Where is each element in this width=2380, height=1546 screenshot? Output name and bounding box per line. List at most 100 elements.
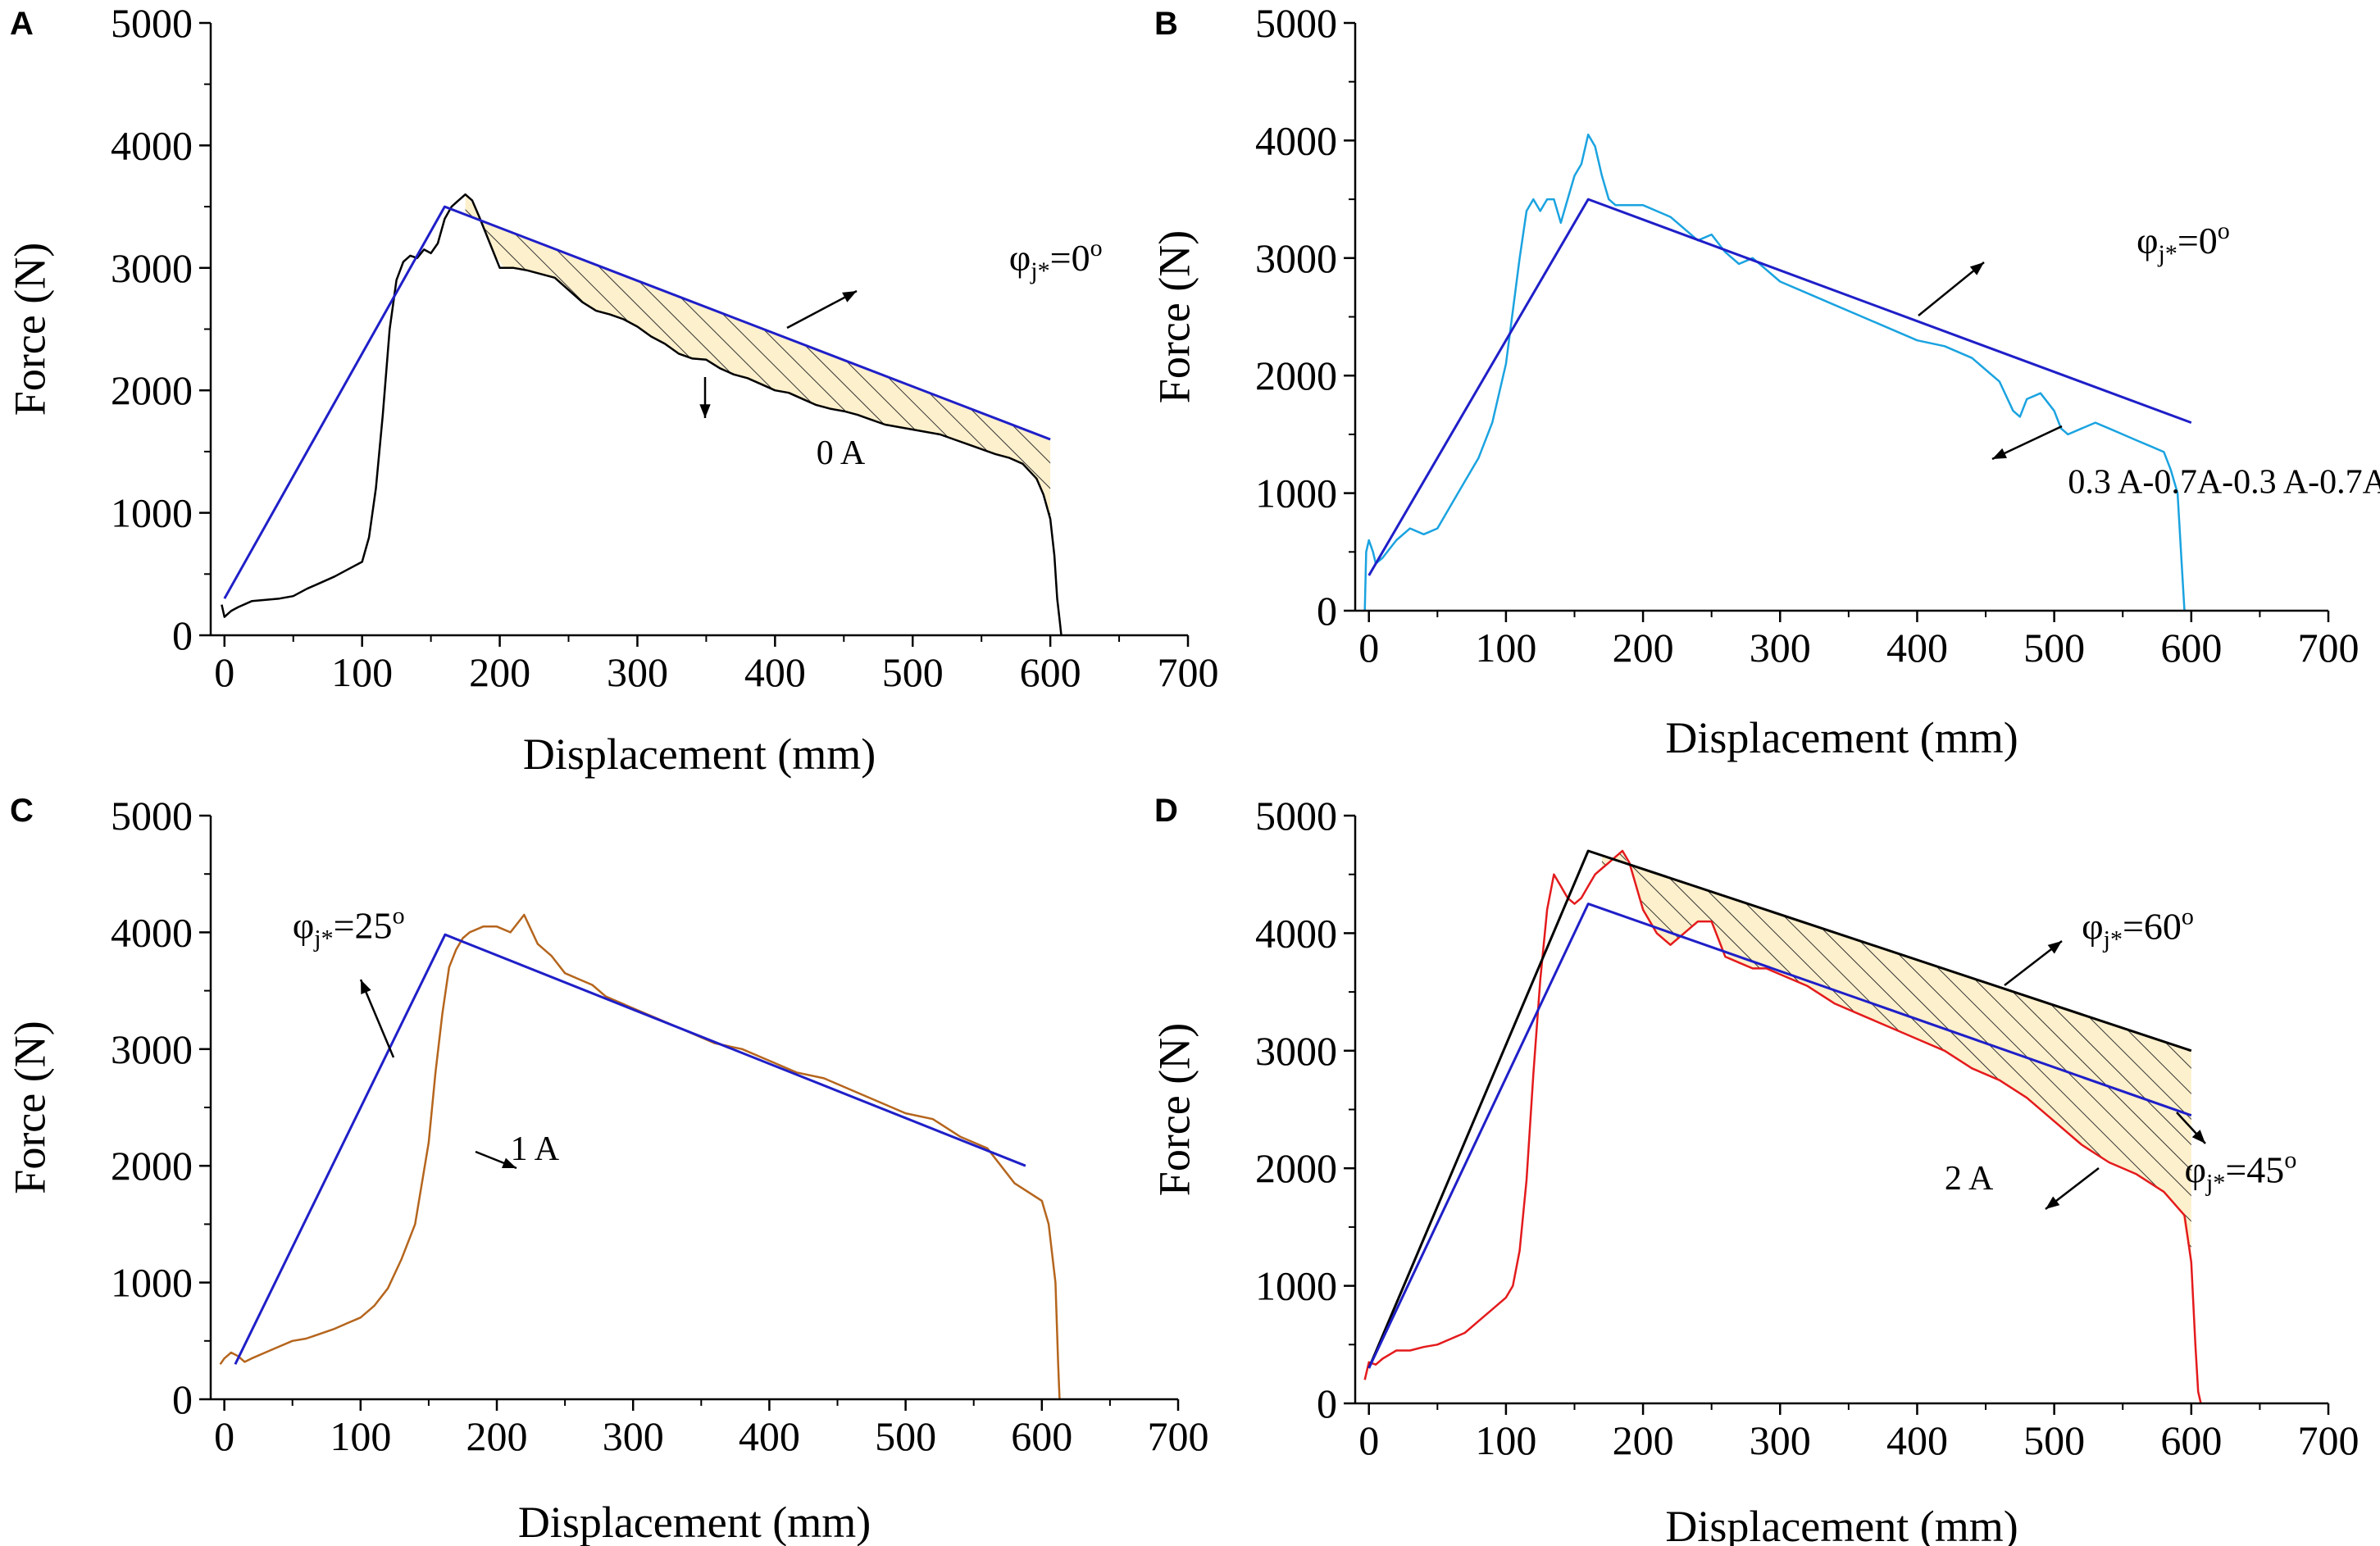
x-tick-label: 700: [1158, 649, 1219, 695]
x-tick-label: 200: [466, 1413, 528, 1459]
x-tick-label: 500: [875, 1413, 936, 1459]
y-tick-label: 4000: [111, 122, 193, 168]
y-tick-label: 4000: [1255, 117, 1337, 163]
y-tick-label: 3000: [111, 245, 193, 291]
y-tick-label: 1000: [1255, 1263, 1337, 1309]
y-tick-label: 0: [172, 1376, 193, 1422]
x-tick-label: 100: [1475, 1417, 1536, 1463]
x-tick-label: 100: [1475, 625, 1536, 671]
x-axis-label: Displacement (mm): [1665, 713, 2018, 762]
y-tick-label: 5000: [1255, 0, 1337, 46]
series-annotation: 0.3 A-0.7A-0.3 A-0.7A: [2068, 464, 2380, 502]
y-tick-label: 5000: [1255, 793, 1337, 839]
panel-letter: C: [10, 793, 34, 829]
x-tick-label: 500: [2023, 625, 2085, 671]
x-tick-label: 600: [1011, 1413, 1072, 1459]
x-tick-label: 400: [739, 1413, 800, 1459]
x-tick-label: 600: [1020, 649, 1081, 695]
x-tick-label: 400: [744, 649, 806, 695]
force-curve: [1363, 133, 2186, 612]
annotation-arrow-shaft: [1918, 261, 1985, 316]
y-tick-label: 2000: [111, 1143, 193, 1189]
x-tick-label: 200: [1613, 1417, 1674, 1463]
y-tick-label: 2000: [111, 367, 193, 413]
friction-angle-label: φj*=25o: [293, 903, 405, 953]
y-tick-label: 1000: [111, 490, 193, 536]
x-tick-label: 500: [2023, 1417, 2085, 1463]
friction-angle-label: φj*=60o: [2082, 903, 2194, 953]
panel-c: C 0 100 200 300 400 500 600 700 0 1000 2000 3000 4000…: [5, 793, 1208, 1546]
x-tick-label: 100: [330, 1413, 391, 1459]
panel-letter: A: [10, 6, 34, 42]
y-tick-label: 1000: [111, 1260, 193, 1306]
x-tick-label: 600: [2160, 625, 2222, 671]
y-tick-label: 2000: [1255, 1145, 1337, 1191]
y-tick-label: 4000: [1255, 910, 1337, 956]
panel-letter: D: [1154, 793, 1178, 829]
x-tick-label: 500: [882, 649, 944, 695]
x-tick-label: 0: [214, 649, 234, 695]
envelope-line: [1367, 903, 2192, 1369]
x-tick-label: 100: [331, 649, 393, 695]
x-axis-label: Displacement (mm): [1665, 1502, 2018, 1546]
annotation-arrow-shaft: [359, 979, 395, 1058]
series-annotation: 2 A: [1945, 1160, 1994, 1198]
x-tick-label: 700: [1148, 1413, 1209, 1459]
force-curve: [1363, 849, 2202, 1404]
x-tick-label: 400: [1886, 1417, 1948, 1463]
force-curve: [221, 193, 1063, 636]
y-tick-label: 0: [1317, 1380, 1337, 1426]
annotation-arrow-head: [2046, 1196, 2060, 1209]
series-annotation: 0 A: [817, 434, 866, 472]
y-tick-label: 4000: [111, 909, 193, 955]
x-tick-label: 300: [1750, 1417, 1811, 1463]
y-tick-label: 3000: [111, 1026, 193, 1072]
panel-letter: B: [1154, 6, 1178, 42]
annotation-arrow-head: [2191, 1130, 2205, 1144]
annotation-arrow-head: [1992, 448, 2007, 459]
envelope-line: [1367, 198, 2192, 576]
x-tick-label: 700: [2298, 625, 2360, 671]
x-axis-label: Displacement (mm): [518, 1498, 871, 1546]
force-curve: [219, 913, 1061, 1400]
x-tick-label: 200: [469, 649, 530, 695]
x-tick-label: 400: [1886, 625, 1948, 671]
friction-angle-label: φj*=45o: [2184, 1146, 2296, 1196]
x-tick-label: 600: [2160, 1417, 2222, 1463]
y-tick-label: 0: [1317, 588, 1337, 634]
annotation-arrow-head: [1969, 262, 1984, 275]
y-axis-label: Force (N): [5, 243, 54, 416]
y-tick-label: 1000: [1255, 471, 1337, 516]
x-axis-label: Displacement (mm): [523, 730, 876, 779]
y-axis-label: Force (N): [1149, 230, 1199, 403]
envelope-line: [1367, 849, 2192, 1369]
x-tick-label: 200: [1613, 625, 1674, 671]
energy-shaded-region: [465, 194, 1051, 520]
y-tick-label: 3000: [1255, 235, 1337, 281]
annotation-arrow-head: [502, 1157, 517, 1168]
x-tick-label: 300: [603, 1413, 664, 1459]
friction-angle-label: φj*=0o: [1009, 234, 1103, 284]
panel-a: A 0 100 200 300 400 500 600 700 0 1000 2000 3000 4000…: [5, 0, 1218, 779]
x-tick-label: 0: [1358, 625, 1379, 671]
x-tick-label: 700: [2298, 1417, 2360, 1463]
panel-b: B 0 100 200 300 400 500 600 700 0 1000 2000 3000 4000…: [1149, 0, 2380, 762]
friction-angle-label: φj*=0o: [2137, 217, 2230, 267]
x-tick-label: 300: [607, 649, 668, 695]
x-tick-label: 0: [1358, 1417, 1379, 1463]
annotation-arrow-head: [2047, 941, 2062, 954]
y-tick-label: 2000: [1255, 352, 1337, 398]
energy-shaded-region: [1601, 851, 2191, 1262]
annotation-arrow-head: [842, 291, 857, 302]
y-tick-label: 5000: [111, 0, 193, 46]
annotation-arrow-head: [361, 980, 371, 994]
y-tick-label: 3000: [1255, 1028, 1337, 1074]
envelope-line: [234, 933, 1026, 1365]
y-tick-label: 5000: [111, 793, 193, 839]
envelope-line: [223, 205, 1051, 599]
x-tick-label: 0: [214, 1413, 234, 1459]
panel-d: D 0 100 200 300 400 500 600 700 0 1000 2000 3000 4000…: [1149, 793, 2359, 1546]
y-axis-label: Force (N): [1149, 1023, 1199, 1196]
annotation-arrow-head: [699, 404, 711, 418]
